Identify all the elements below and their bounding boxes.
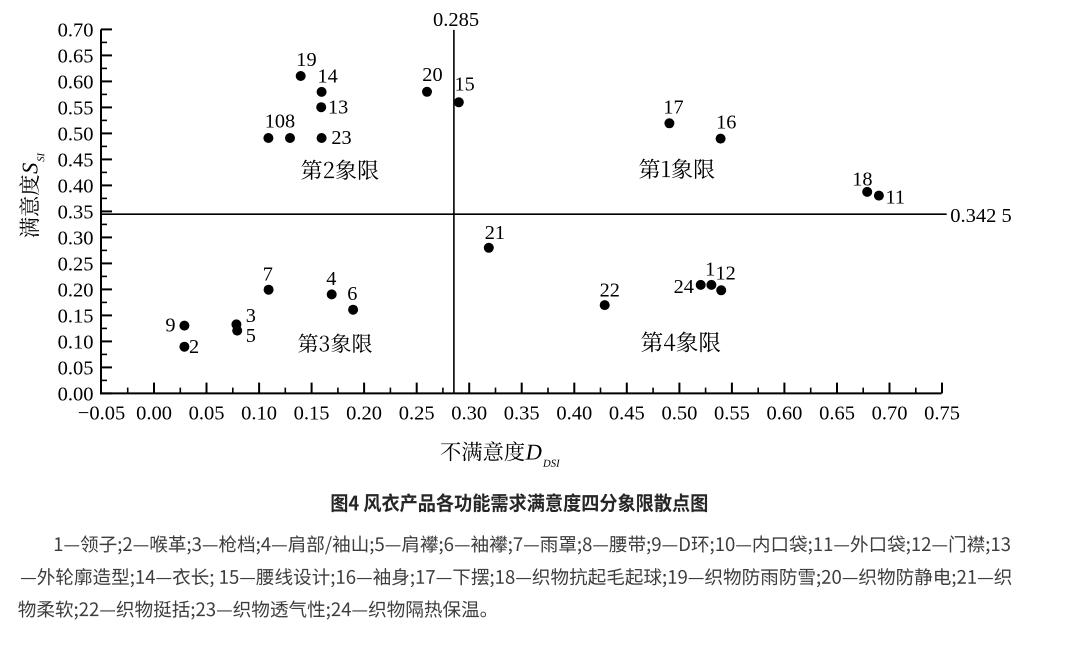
svg-text:0.50: 0.50 xyxy=(661,403,697,425)
svg-text:0.285: 0.285 xyxy=(433,9,479,31)
svg-text:0.30: 0.30 xyxy=(58,227,94,249)
svg-text:14: 14 xyxy=(318,66,338,88)
svg-text:13: 13 xyxy=(328,97,348,119)
svg-text:16: 16 xyxy=(716,112,736,134)
svg-text:0.60: 0.60 xyxy=(58,71,94,93)
svg-text:23: 23 xyxy=(331,127,351,149)
svg-text:0.30: 0.30 xyxy=(451,403,487,425)
svg-text:0.05: 0.05 xyxy=(58,357,94,379)
svg-text:0.70: 0.70 xyxy=(58,19,94,41)
svg-text:11: 11 xyxy=(886,187,906,209)
svg-text:3: 3 xyxy=(246,305,256,327)
svg-text:0.40: 0.40 xyxy=(58,175,94,197)
svg-text:1: 1 xyxy=(705,259,715,281)
svg-text:0.20: 0.20 xyxy=(58,279,94,301)
svg-text:6: 6 xyxy=(347,283,357,305)
svg-text:0.25: 0.25 xyxy=(58,253,94,275)
svg-text:0.40: 0.40 xyxy=(556,403,592,425)
svg-text:0.45: 0.45 xyxy=(58,149,94,171)
svg-text:0.10: 0.10 xyxy=(241,403,277,425)
svg-text:21: 21 xyxy=(485,222,505,244)
svg-text:0.35: 0.35 xyxy=(58,201,94,223)
svg-text:0.45: 0.45 xyxy=(609,403,645,425)
svg-text:20: 20 xyxy=(422,64,442,86)
svg-text:0.65: 0.65 xyxy=(819,403,855,425)
svg-text:0.35: 0.35 xyxy=(504,403,540,425)
svg-text:0.25: 0.25 xyxy=(399,403,435,425)
svg-text:0.342 5: 0.342 5 xyxy=(950,205,1012,227)
svg-text:0.10: 0.10 xyxy=(58,331,94,353)
svg-text:5: 5 xyxy=(246,325,256,347)
svg-text:24: 24 xyxy=(674,276,694,298)
svg-text:7: 7 xyxy=(263,264,273,286)
svg-text:0.50: 0.50 xyxy=(58,123,94,145)
svg-text:0.05: 0.05 xyxy=(189,403,225,425)
svg-text:4: 4 xyxy=(326,268,336,290)
svg-text:−0.05: −0.05 xyxy=(78,403,125,425)
svg-text:2: 2 xyxy=(189,336,199,358)
svg-text:19: 19 xyxy=(296,49,316,71)
svg-text:22: 22 xyxy=(600,280,620,302)
svg-text:108: 108 xyxy=(265,111,295,133)
svg-text:0.75: 0.75 xyxy=(924,403,960,425)
svg-text:9: 9 xyxy=(165,315,175,337)
svg-text:15: 15 xyxy=(455,73,475,95)
svg-text:0.00: 0.00 xyxy=(58,383,94,405)
svg-text:0.60: 0.60 xyxy=(766,403,802,425)
svg-text:0.70: 0.70 xyxy=(872,403,908,425)
svg-text:17: 17 xyxy=(663,97,683,119)
svg-text:0.20: 0.20 xyxy=(346,403,382,425)
svg-text:0.00: 0.00 xyxy=(136,403,172,425)
svg-text:0.55: 0.55 xyxy=(58,97,94,119)
svg-text:0.65: 0.65 xyxy=(58,45,94,67)
svg-text:0.15: 0.15 xyxy=(58,305,94,327)
svg-text:0.55: 0.55 xyxy=(714,403,750,425)
svg-text:12: 12 xyxy=(716,263,736,285)
svg-text:0.15: 0.15 xyxy=(294,403,330,425)
svg-text:18: 18 xyxy=(852,169,872,191)
